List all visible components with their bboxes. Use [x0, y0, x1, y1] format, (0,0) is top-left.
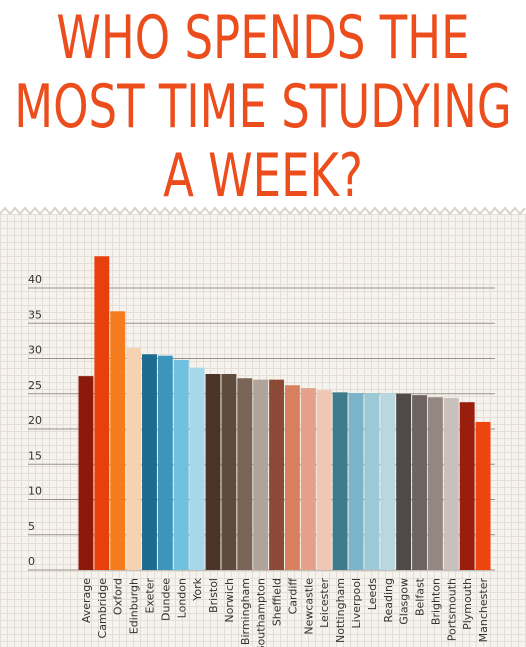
- bar: [396, 393, 412, 570]
- bar: [269, 379, 284, 570]
- bar: [94, 256, 110, 570]
- x-tick-label: Cardiff: [286, 578, 299, 615]
- bar: [221, 374, 237, 570]
- bar: [316, 390, 332, 570]
- bar: [285, 385, 300, 570]
- y-tick-label: 5: [28, 520, 35, 533]
- bar: [332, 392, 348, 570]
- x-tick-label: Newcastle: [302, 578, 315, 635]
- x-tick-label: Edinburgh: [128, 578, 141, 634]
- y-tick-label: 25: [28, 379, 42, 392]
- bar: [237, 378, 253, 570]
- x-tick-label: Nottingham: [334, 578, 347, 643]
- y-tick-label: 10: [28, 485, 42, 498]
- x-tick-label: Cambridge: [96, 578, 109, 639]
- bar: [348, 393, 364, 570]
- x-tick-label: Oxford: [112, 578, 125, 615]
- bar: [157, 355, 173, 570]
- bar: [412, 395, 427, 570]
- bar: [205, 374, 221, 570]
- bar: [142, 354, 157, 570]
- bar: [459, 402, 475, 570]
- x-tick-label: Exeter: [143, 578, 156, 614]
- zigzag-edge: [0, 206, 526, 216]
- chart-title: WHO SPENDS THE MOST TIME STUDYING A WEEK…: [14, 3, 512, 211]
- x-tick-label: Average: [80, 578, 93, 623]
- bar: [126, 347, 142, 570]
- x-tick-label: Bristol: [207, 578, 220, 613]
- x-tick-label: Norwich: [223, 578, 236, 623]
- bar: [443, 397, 459, 570]
- x-tick-label: Reading: [382, 578, 395, 623]
- x-tick-label: Brighton: [429, 578, 442, 625]
- y-tick-label: 35: [28, 308, 42, 321]
- bar: [300, 388, 316, 570]
- y-tick-label: 40: [28, 273, 42, 286]
- x-tick-label: Manchester: [477, 578, 490, 643]
- x-tick-label: London: [175, 578, 188, 618]
- x-tick-label: York: [191, 577, 204, 602]
- x-tick-label: Leeds: [366, 578, 379, 610]
- y-tick-label: 0: [28, 555, 35, 568]
- bar: [189, 367, 205, 570]
- x-tick-label: Liverpool: [350, 578, 363, 628]
- y-tick-label: 30: [28, 344, 42, 357]
- x-tick-label: Birmingham: [239, 578, 252, 645]
- x-tick-label: Southampton: [255, 578, 268, 647]
- x-tick-label: Portsmouth: [445, 578, 458, 641]
- bar: [110, 311, 126, 570]
- x-tick-label: Belfast: [414, 577, 427, 616]
- bar: [364, 393, 380, 570]
- bar: [427, 397, 443, 570]
- bar: [78, 376, 94, 570]
- x-tick-label: Plymouth: [461, 578, 474, 630]
- bar: [475, 421, 491, 570]
- x-tick-label: Dundee: [159, 578, 172, 621]
- x-tick-label: Glasgow: [398, 578, 411, 625]
- bar: [173, 359, 189, 570]
- bar: [253, 379, 269, 570]
- y-tick-label: 20: [28, 414, 42, 427]
- x-tick-label: Sheffield: [271, 578, 284, 626]
- y-tick-label: 15: [28, 449, 42, 462]
- x-tick-label: Leicester: [318, 578, 331, 628]
- bar: [380, 393, 396, 570]
